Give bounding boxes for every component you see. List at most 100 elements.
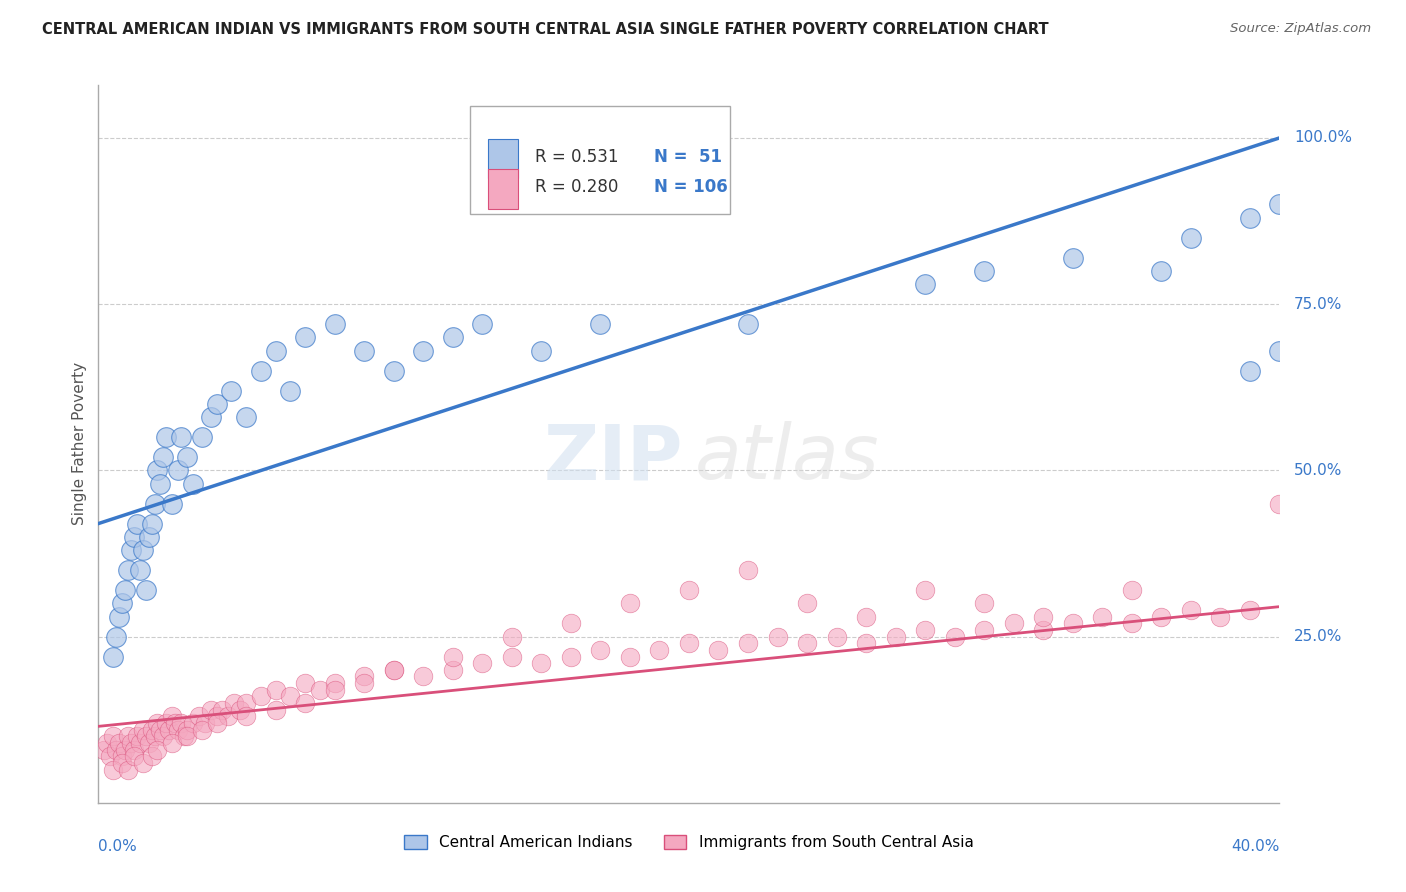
- Point: [143, 729, 166, 743]
- Point: [114, 582, 136, 597]
- Point: [530, 656, 553, 670]
- Point: [825, 630, 848, 644]
- Point: [205, 709, 228, 723]
- Point: [105, 742, 128, 756]
- Text: N = 106: N = 106: [654, 178, 727, 196]
- Text: 25.0%: 25.0%: [1295, 629, 1343, 644]
- Point: [973, 596, 995, 610]
- Point: [187, 709, 209, 723]
- Point: [796, 636, 818, 650]
- Point: [280, 690, 302, 704]
- Point: [167, 723, 190, 737]
- Point: [122, 742, 145, 756]
- Point: [217, 709, 239, 723]
- Point: [471, 317, 494, 331]
- Text: Source: ZipAtlas.com: Source: ZipAtlas.com: [1230, 22, 1371, 36]
- Point: [141, 723, 163, 737]
- Text: 50.0%: 50.0%: [1295, 463, 1343, 478]
- Point: [323, 317, 346, 331]
- Point: [141, 516, 163, 531]
- Point: [707, 643, 730, 657]
- Point: [135, 729, 157, 743]
- Point: [973, 623, 995, 637]
- Y-axis label: Single Father Poverty: Single Father Poverty: [72, 362, 87, 525]
- Point: [914, 623, 936, 637]
- Point: [382, 663, 405, 677]
- Point: [441, 663, 464, 677]
- Text: CENTRAL AMERICAN INDIAN VS IMMIGRANTS FROM SOUTH CENTRAL ASIA SINGLE FATHER POVE: CENTRAL AMERICAN INDIAN VS IMMIGRANTS FR…: [42, 22, 1049, 37]
- Point: [120, 736, 142, 750]
- Point: [108, 609, 131, 624]
- Point: [855, 609, 877, 624]
- Point: [143, 497, 166, 511]
- Point: [1091, 609, 1114, 624]
- Point: [132, 756, 155, 770]
- Point: [138, 736, 160, 750]
- Point: [914, 582, 936, 597]
- Point: [353, 676, 375, 690]
- Point: [135, 582, 157, 597]
- Point: [855, 636, 877, 650]
- Point: [224, 696, 246, 710]
- FancyBboxPatch shape: [471, 106, 730, 214]
- Point: [105, 630, 128, 644]
- Point: [441, 330, 464, 344]
- Point: [1032, 609, 1054, 624]
- Point: [943, 630, 966, 644]
- Point: [125, 729, 148, 743]
- Point: [619, 649, 641, 664]
- Point: [235, 696, 257, 710]
- Point: [678, 582, 700, 597]
- Point: [205, 716, 228, 731]
- Text: R = 0.531: R = 0.531: [536, 147, 619, 166]
- Point: [412, 343, 434, 358]
- Point: [382, 663, 405, 677]
- Text: 40.0%: 40.0%: [1232, 839, 1279, 855]
- Point: [1268, 343, 1291, 358]
- Point: [1150, 609, 1173, 624]
- Point: [173, 729, 195, 743]
- Point: [162, 709, 183, 723]
- Point: [589, 317, 612, 331]
- Point: [155, 430, 177, 444]
- Point: [412, 669, 434, 683]
- Text: 0.0%: 0.0%: [98, 839, 138, 855]
- Point: [294, 676, 316, 690]
- Point: [194, 716, 217, 731]
- Point: [884, 630, 907, 644]
- Point: [309, 682, 332, 697]
- Point: [117, 729, 139, 743]
- Point: [323, 676, 346, 690]
- Point: [766, 630, 789, 644]
- Point: [619, 596, 641, 610]
- Point: [93, 742, 115, 756]
- Legend: Central American Indians, Immigrants from South Central Asia: Central American Indians, Immigrants fro…: [398, 829, 980, 856]
- Point: [128, 563, 150, 577]
- Point: [125, 516, 148, 531]
- Text: 100.0%: 100.0%: [1295, 130, 1353, 145]
- Point: [1239, 211, 1261, 225]
- Point: [96, 736, 118, 750]
- Point: [157, 723, 180, 737]
- Point: [737, 636, 759, 650]
- Point: [138, 530, 160, 544]
- Point: [264, 703, 287, 717]
- Point: [211, 703, 233, 717]
- Point: [1002, 616, 1025, 631]
- Point: [1268, 497, 1291, 511]
- Point: [1121, 616, 1143, 631]
- Point: [162, 736, 183, 750]
- Point: [1239, 603, 1261, 617]
- Point: [98, 749, 121, 764]
- Point: [114, 742, 136, 756]
- Point: [152, 450, 174, 464]
- Point: [155, 716, 177, 731]
- Point: [120, 543, 142, 558]
- Text: ZIP: ZIP: [544, 421, 683, 495]
- Text: R = 0.280: R = 0.280: [536, 178, 619, 196]
- Point: [191, 723, 214, 737]
- Point: [796, 596, 818, 610]
- Point: [471, 656, 494, 670]
- Point: [200, 703, 222, 717]
- Point: [103, 729, 125, 743]
